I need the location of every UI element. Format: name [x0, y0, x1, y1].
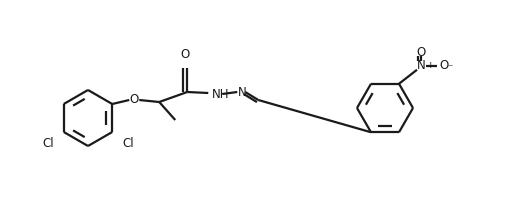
Text: ⁻: ⁻ [447, 63, 453, 73]
Text: Cl: Cl [42, 137, 54, 150]
Text: O: O [416, 46, 426, 59]
Text: NH: NH [212, 88, 230, 101]
Text: O: O [180, 48, 190, 61]
Text: N: N [416, 59, 425, 72]
Text: O: O [130, 92, 139, 106]
Text: Cl: Cl [122, 137, 134, 150]
Text: O: O [439, 59, 448, 72]
Text: N: N [238, 86, 247, 98]
Text: +: + [426, 61, 433, 70]
